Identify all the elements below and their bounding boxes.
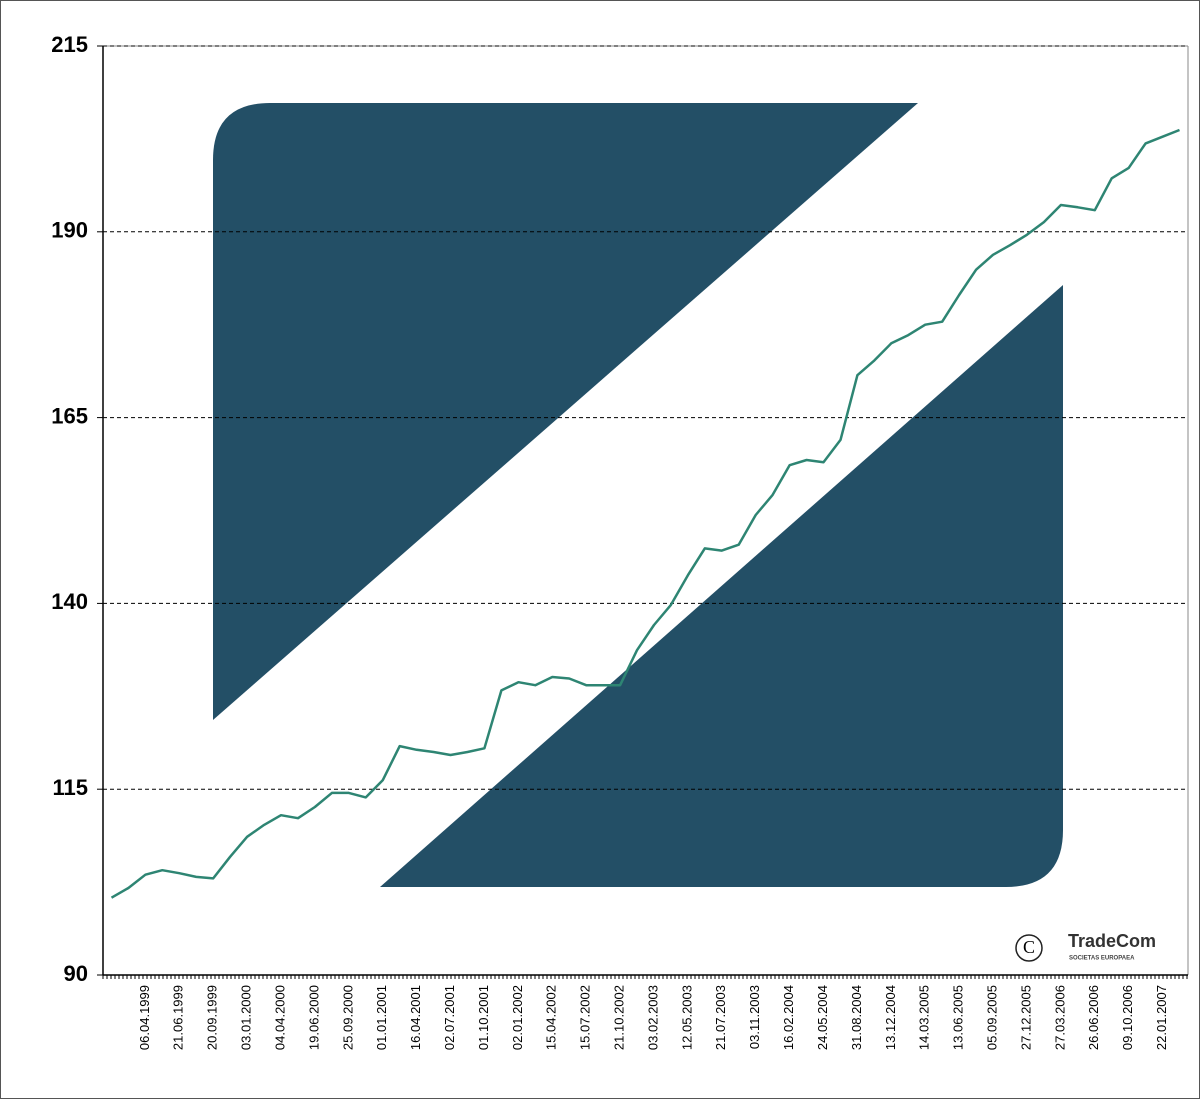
- y-tick-label: 190: [51, 218, 88, 243]
- y-tick-label: 165: [51, 403, 88, 428]
- x-tick-label: 01.10.2001: [476, 985, 491, 1050]
- y-tick-label: 140: [51, 589, 88, 614]
- x-tick-label: 02.07.2001: [442, 985, 457, 1050]
- x-tick-label: 20.09.1999: [205, 985, 220, 1050]
- x-tick-label: 19.06.2000: [306, 985, 321, 1050]
- x-tick-label: 02.01.2002: [510, 985, 525, 1050]
- x-tick-label: 27.03.2006: [1052, 985, 1067, 1050]
- x-tick-label: 09.10.2006: [1120, 985, 1135, 1050]
- x-tick-label: 15.07.2002: [578, 985, 593, 1050]
- x-tick-label: 26.06.2006: [1086, 985, 1101, 1050]
- x-tick-label: 01.01.2001: [374, 985, 389, 1050]
- logo-tagline: SOCIETAS EUROPAEA: [1069, 956, 1135, 962]
- y-tick-label: 115: [53, 775, 89, 800]
- x-tick-label: 31.08.2004: [849, 985, 864, 1050]
- x-tick-label: 05.09.2005: [984, 985, 999, 1050]
- x-tick-label: 24.05.2004: [815, 985, 830, 1050]
- x-tick-label: 16.04.2001: [408, 985, 423, 1050]
- y-tick-label: 90: [64, 961, 88, 986]
- x-tick-label: 03.02.2003: [645, 985, 660, 1050]
- x-tick-label: 22.01.2007: [1154, 985, 1169, 1050]
- x-tick-label: 27.12.2005: [1018, 985, 1033, 1050]
- x-tick-label: 06.04.1999: [137, 985, 152, 1050]
- logo-shape: [213, 103, 918, 720]
- x-tick-label: 21.10.2002: [612, 985, 627, 1050]
- logo-shape: [380, 285, 1063, 887]
- x-tick-label: 03.01.2000: [239, 985, 254, 1050]
- logo-symbol: C: [1023, 937, 1035, 957]
- x-tick-label: 03.11.2003: [747, 985, 762, 1049]
- data-line: [110, 128, 1180, 899]
- x-tick-label: 21.07.2003: [713, 985, 728, 1050]
- x-tick-label: 21.06.1999: [171, 985, 186, 1050]
- x-tick-label: 13.12.2004: [883, 985, 898, 1050]
- x-tick-label: 15.04.2002: [544, 985, 559, 1050]
- x-tick-label: 16.02.2004: [781, 985, 796, 1050]
- x-tick-label: 13.06.2005: [951, 985, 966, 1050]
- logo-circle: [1015, 934, 1043, 962]
- x-tick-label: 12.05.2003: [679, 985, 694, 1050]
- logo-brand: TradeCom: [1068, 931, 1156, 951]
- x-tick-label: 14.03.2005: [917, 985, 932, 1050]
- y-tick-label: 215: [51, 32, 88, 57]
- x-tick-label: 04.04.2000: [272, 985, 287, 1050]
- x-tick-label: 25.09.2000: [340, 985, 355, 1050]
